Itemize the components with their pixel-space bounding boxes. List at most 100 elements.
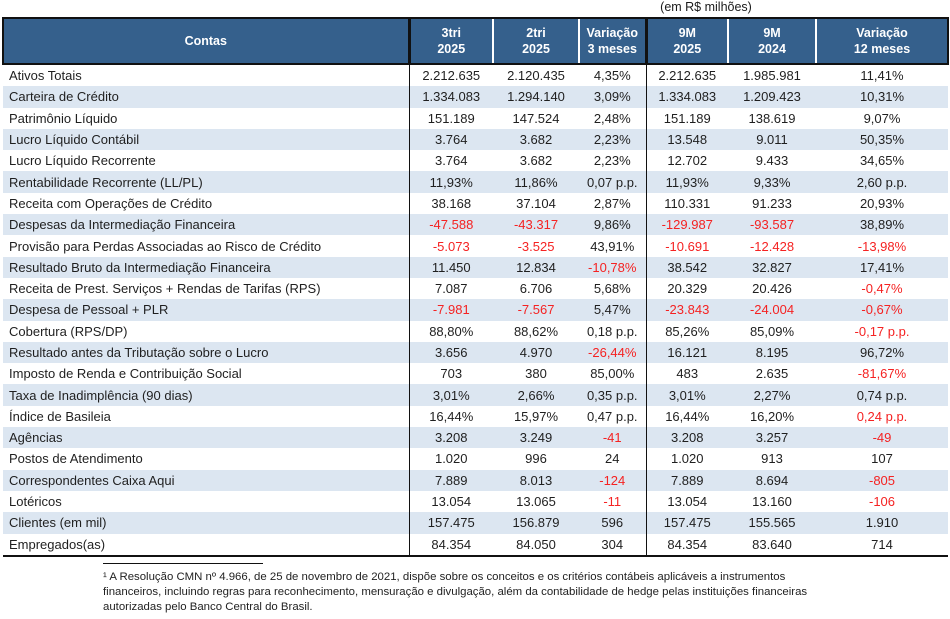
- cell-value: 8.013: [519, 472, 553, 488]
- cell-value: 107: [871, 451, 893, 467]
- cell-value: -124: [599, 472, 626, 488]
- cell-value: -11: [603, 494, 622, 510]
- cell-value: 1.910: [865, 515, 899, 531]
- cell-value: 38,89%: [859, 217, 905, 233]
- row-label: Cobertura (RPS/DP): [9, 323, 128, 339]
- cell-value: 5,47%: [593, 302, 631, 318]
- cell-value: 85,00%: [590, 366, 635, 382]
- cell-value: 151.189: [645, 107, 728, 129]
- cell-value: 0,18 p.p.: [586, 323, 638, 339]
- table-row: Provisão para Perdas Associadas ao Risco…: [3, 235, 948, 257]
- cell-value: 1.334.083: [645, 86, 728, 108]
- cell-value: 37.104: [516, 195, 556, 211]
- cell-value: 6.706: [519, 281, 553, 297]
- cell-value: 2,87%: [593, 195, 631, 211]
- row-label: Receita de Prest. Serviços + Rendas de T…: [9, 281, 321, 297]
- cell-value: 17,41%: [859, 259, 905, 275]
- cell-value: -129.987: [645, 214, 728, 236]
- row-label: Empregados(as): [9, 536, 106, 552]
- cell-value: 32.827: [752, 259, 792, 275]
- cell-value: 38.542: [645, 256, 728, 278]
- cell-value: -12.428: [749, 238, 795, 254]
- cell-value: 1.020: [645, 448, 728, 470]
- cell-value: 11.450: [408, 256, 493, 278]
- table-row: Receita com Operações de Crédito 38.168 37…: [3, 192, 948, 215]
- cell-value: 7.889: [645, 469, 728, 491]
- cell-value: 157.475: [645, 512, 728, 534]
- cell-value: 96,72%: [859, 345, 905, 360]
- cell-value: 34,65%: [859, 153, 905, 169]
- cell-value: 43,91%: [590, 238, 635, 254]
- cell-value: 9.433: [755, 153, 789, 169]
- cell-value: 1.209.423: [743, 89, 801, 105]
- row-label: Correspondentes Caixa Aqui: [9, 472, 175, 488]
- cell-value: 85,09%: [749, 323, 795, 339]
- cell-value: 110.331: [645, 192, 728, 215]
- cell-value: -3.525: [517, 238, 555, 254]
- cell-value: 3.682: [519, 132, 553, 148]
- cell-value: 8.195: [755, 345, 789, 360]
- cell-value: 12.834: [516, 259, 556, 275]
- cell-value: 3.208: [645, 427, 728, 449]
- cell-value: 85,26%: [645, 320, 728, 342]
- table-row: Lucro Líquido Contábil 3.764 3.682 2,23% 13.…: [3, 128, 948, 151]
- cell-value: -0,47%: [861, 281, 903, 297]
- units-caption: (em R$ milhões): [660, 0, 752, 14]
- header-row: Contas 3tri 2025 2tri 2025 Variação 3 me…: [2, 17, 949, 65]
- table-row: Lotéricos 13.054 13.065 -11 13.054 13.160 -106: [3, 490, 948, 513]
- table-row: Receita de Prest. Serviços + Rendas de T…: [3, 277, 948, 300]
- cell-value: 3.682: [519, 153, 553, 169]
- cell-value: 3.249: [519, 430, 553, 446]
- cell-value: 138.619: [748, 110, 796, 126]
- row-label: Imposto de Renda e Contribuição Social: [9, 366, 242, 382]
- cell-value: 156.879: [512, 515, 560, 531]
- cell-value: 2,27%: [753, 387, 791, 403]
- cell-value: 2.212.635: [645, 64, 728, 87]
- cell-value: 0,74 p.p.: [856, 387, 908, 403]
- cell-value: 1.985.981: [743, 68, 801, 84]
- cell-value: 9,33%: [753, 174, 791, 190]
- header-9m-2025: 9M 2025: [644, 17, 728, 65]
- footnote-separator: [103, 563, 263, 564]
- table-row: Postos de Atendimento 1.020 996 24 1.020 913 1…: [3, 448, 948, 470]
- row-label: Índice de Basileia: [9, 408, 111, 424]
- cell-value: 2,23%: [593, 132, 631, 148]
- cell-value: 913: [761, 451, 783, 467]
- row-label: Lucro Líquido Recorrente: [9, 153, 156, 169]
- cell-value: 13.054: [408, 490, 493, 513]
- table-row: Patrimônio Líquido 151.189 147.524 2,48% 151…: [3, 107, 948, 129]
- cell-value: -0,17 p.p.: [854, 323, 910, 339]
- cell-value: -805: [868, 472, 896, 488]
- cell-value: 20.329: [645, 277, 728, 300]
- cell-value: -10,78%: [588, 259, 637, 275]
- cell-value: 2.212.635: [408, 64, 493, 87]
- table-row: Cobertura (RPS/DP) 88,80% 88,62% 0,18 p.p. 8…: [3, 320, 948, 342]
- cell-value: 16.121: [645, 341, 728, 364]
- row-label: Rentabilidade Recorrente (LL/PL): [9, 174, 203, 190]
- cell-value: 5,68%: [593, 281, 631, 297]
- cell-value: 9,86%: [593, 217, 631, 233]
- row-label: Lotéricos: [9, 494, 62, 510]
- cell-value: 2,66%: [517, 387, 555, 403]
- cell-value: 2.120.435: [507, 68, 565, 84]
- cell-value: -0,67%: [861, 302, 903, 318]
- row-label: Despesas da Intermediação Financeira: [9, 217, 236, 233]
- cell-value: 151.189: [408, 107, 493, 129]
- row-label: Patrimônio Líquido: [9, 110, 118, 126]
- cell-value: 50,35%: [859, 132, 905, 148]
- cell-value: 596: [601, 515, 624, 531]
- table-row: Agências 3.208 3.249 -41 3.208 3.257 -49: [3, 427, 948, 449]
- header-2tri-2025: 2tri 2025: [492, 17, 579, 65]
- cell-value: 16,20%: [749, 408, 795, 424]
- row-label: Clientes (em mil): [9, 515, 107, 531]
- cell-value: -93.587: [749, 217, 795, 233]
- table-row: Índice de Basileia 16,44% 15,97% 0,47 p.p. 1…: [3, 405, 948, 428]
- cell-value: -7.567: [517, 302, 555, 318]
- cell-value: 24: [605, 451, 620, 467]
- row-label: Resultado antes da Tributação sobre o Lu…: [9, 345, 269, 360]
- cell-value: 2,48%: [593, 110, 631, 126]
- table-row: Carteira de Crédito 1.334.083 1.294.140 3,0…: [3, 86, 948, 108]
- cell-value: 16,44%: [645, 405, 728, 428]
- cell-value: 155.565: [748, 515, 796, 531]
